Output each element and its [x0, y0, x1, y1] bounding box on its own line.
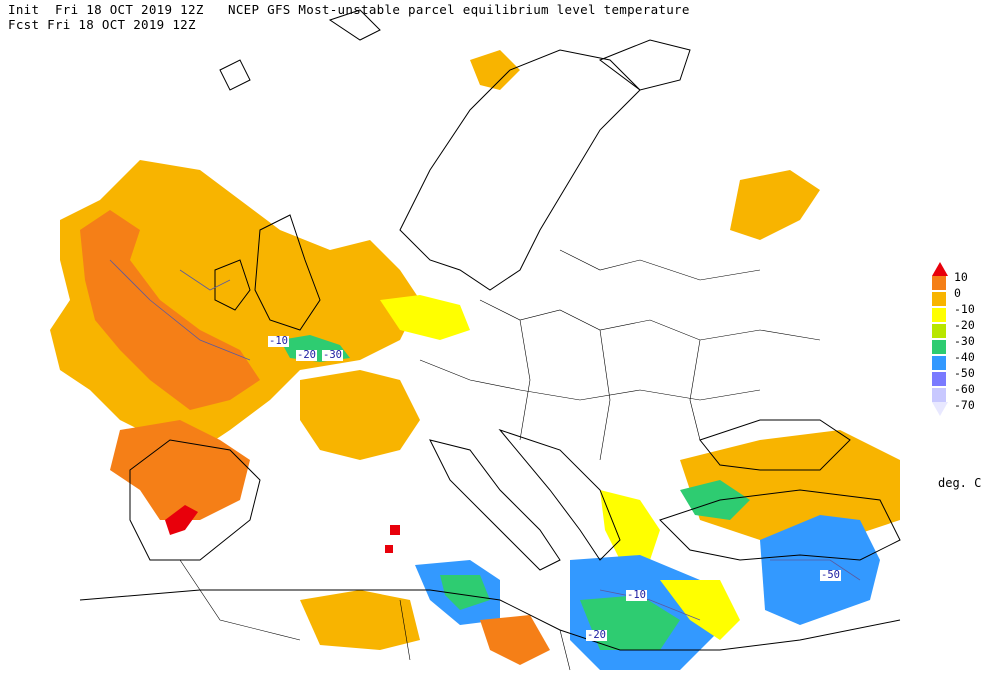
contour-2 — [179, 269, 231, 291]
temperature-field — [50, 50, 900, 670]
field-sardinia-red-1 — [390, 525, 400, 535]
contour-3 — [599, 589, 701, 621]
field-tunisia-green — [440, 575, 490, 610]
border-9 — [559, 629, 571, 671]
legend-label-minus70: -70 — [954, 398, 975, 412]
coast-ireland — [214, 259, 251, 311]
legend-top-arrow — [932, 262, 948, 276]
legend-swatch-50 — [932, 356, 946, 370]
legend-swatch-10 — [932, 292, 946, 306]
field-aegean — [600, 490, 660, 560]
legend-label-minus50: -50 — [954, 366, 975, 380]
field-sardinia-red-2 — [385, 545, 393, 553]
legend-label-minus40: -40 — [954, 350, 975, 364]
border-3 — [559, 249, 761, 281]
field-atlantic — [50, 160, 420, 450]
coast-kola — [598, 39, 691, 91]
contour-label-libya-10: -10 — [626, 589, 647, 601]
contour-label-channel-30: -30 — [322, 349, 343, 361]
init-line: Init Fri 18 OCT 2019 12Z — [8, 2, 204, 17]
coastlines — [79, 9, 901, 651]
contour-label-libya-20: -20 — [586, 629, 607, 641]
field-russia-ne — [730, 170, 820, 240]
coast-scandinavia — [399, 49, 641, 291]
contour-label-channel-20: -20 — [296, 349, 317, 361]
field-france — [300, 370, 420, 460]
field-turkey-green — [680, 480, 750, 520]
legend-bottom-arrow — [932, 402, 948, 416]
legend-swatch-60 — [932, 372, 946, 386]
contour-label-channel-10: -10 — [268, 335, 289, 347]
legend-swatch-20 — [932, 308, 946, 322]
legend-swatch-30 — [932, 324, 946, 338]
contour-1 — [109, 259, 251, 361]
coast-black-sea — [699, 419, 851, 471]
contour-lines — [109, 259, 861, 621]
border-6 — [689, 339, 701, 441]
field-scandinavia-n — [470, 50, 520, 90]
border-2 — [419, 359, 761, 401]
border-4 — [519, 319, 531, 441]
legend-label-minus20: -20 — [954, 318, 975, 332]
legend-label-10: 10 — [954, 270, 968, 284]
coast-italy — [429, 439, 561, 571]
field-portugal-red — [165, 505, 198, 535]
legend-swatch-40 — [932, 340, 946, 354]
map-canvas — [50, 9, 901, 671]
coast-turkey — [659, 489, 901, 561]
legend-label-minus30: -30 — [954, 334, 975, 348]
field-atlantic-dark — [80, 210, 260, 410]
contour-label-turkey-50: -50 — [820, 569, 841, 581]
field-algeria — [300, 590, 420, 650]
legend-swatch-0 — [932, 276, 946, 290]
field-libya-yellow — [660, 580, 740, 640]
legend-swatch-70 — [932, 388, 946, 402]
units-label: deg. C — [938, 476, 982, 490]
border-5 — [599, 329, 611, 461]
coast-north-africa — [79, 589, 901, 651]
border-1 — [479, 299, 821, 341]
legend-label-minus10: -10 — [954, 302, 975, 316]
product-title: NCEP GFS Most-unstable parcel equilibriu… — [228, 2, 690, 17]
border-8 — [399, 599, 411, 661]
border-7 — [179, 559, 301, 641]
coast-svalbard-island — [219, 59, 251, 91]
field-iberia — [110, 420, 250, 520]
legend-label-minus60: -60 — [954, 382, 975, 396]
coast-britain — [254, 214, 321, 331]
coast-iceland-island — [328, 9, 381, 41]
coast-iberia — [129, 439, 261, 561]
coast-balkans — [498, 428, 621, 561]
field-northsea-yellow — [380, 295, 470, 340]
field-tunisia-orange — [480, 615, 550, 665]
contour-4 — [770, 559, 861, 581]
country-borders — [179, 249, 821, 671]
forecast-line: Fcst Fri 18 OCT 2019 12Z — [8, 17, 196, 32]
legend-label-0: 0 — [954, 286, 961, 300]
